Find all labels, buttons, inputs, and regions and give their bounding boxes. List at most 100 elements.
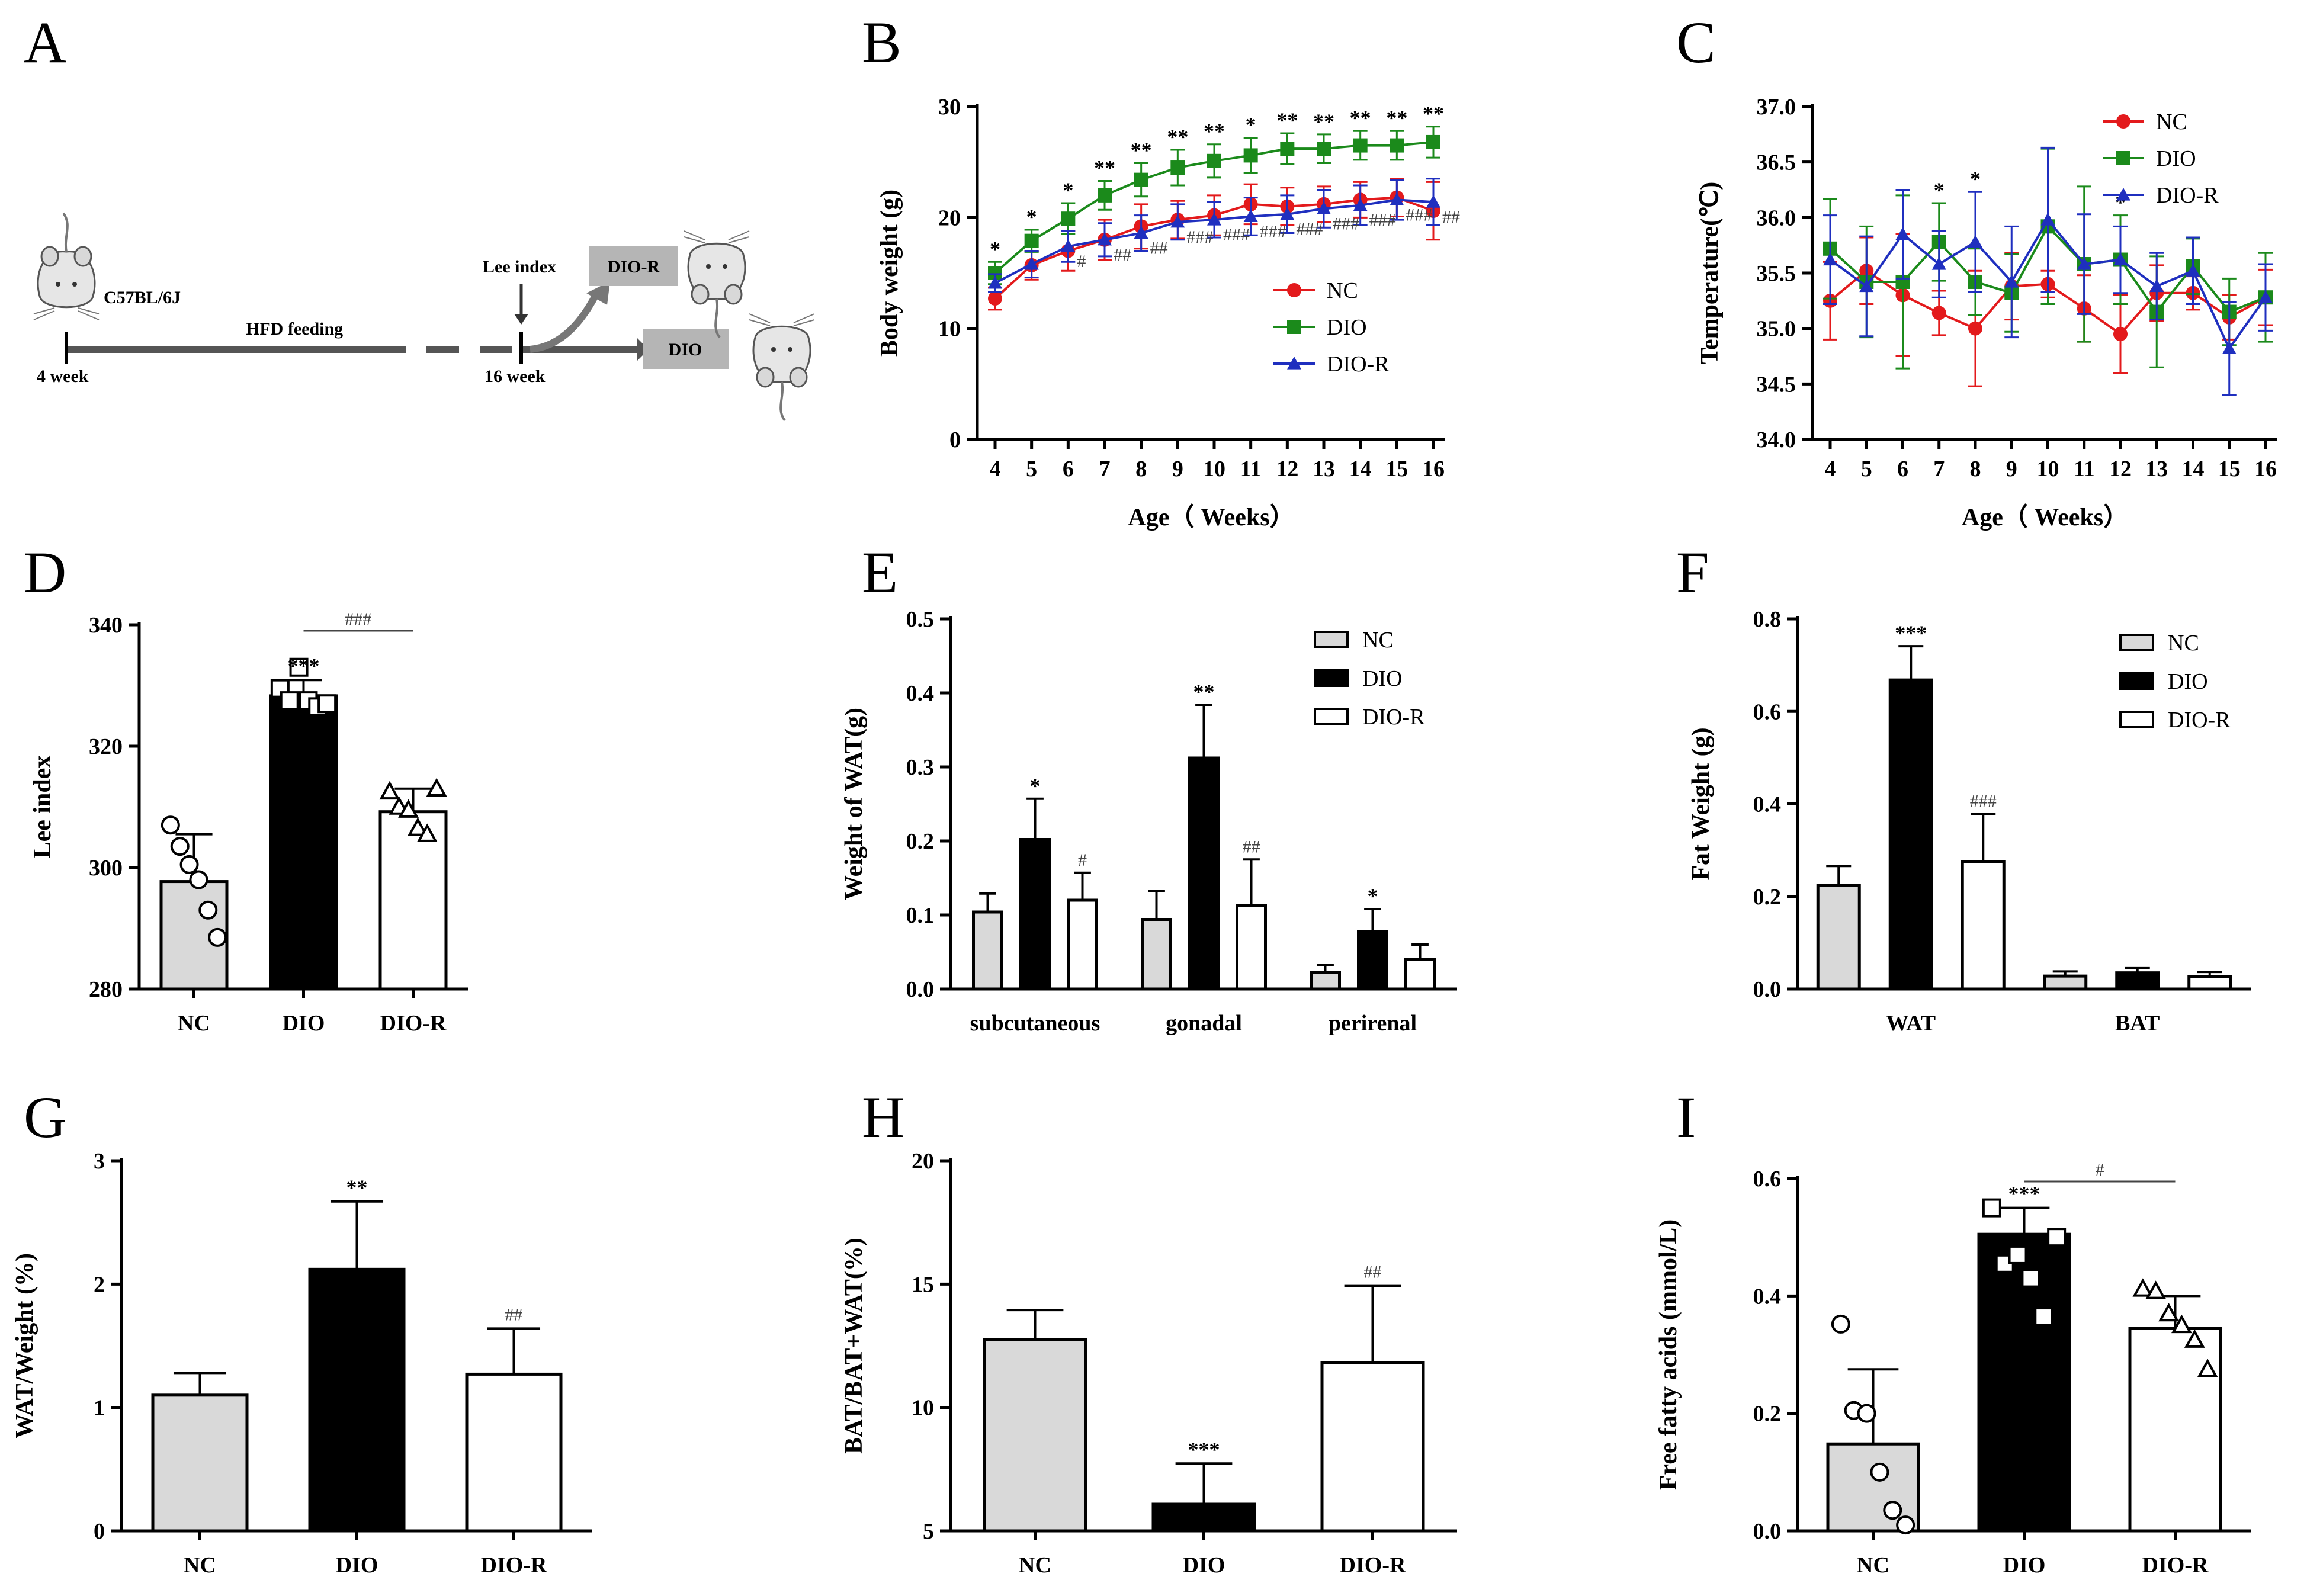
end-week-label: 16 week: [484, 367, 546, 386]
x-tick-label: 13: [2145, 457, 2168, 481]
y-tick-label: 20: [912, 1149, 934, 1174]
significance-hash: #: [2096, 1160, 2104, 1180]
x-tick-label: 8: [1970, 457, 1981, 481]
bar: [1067, 898, 1098, 991]
y-axis-title: Fat Weight (g): [1687, 727, 1715, 880]
significance-hash: #: [1077, 252, 1086, 271]
x-tick-label: 6: [1063, 457, 1074, 481]
x-tick-label: 7: [1099, 457, 1111, 481]
legend-marker: [2116, 114, 2130, 129]
significance-star: **: [1204, 120, 1225, 143]
data-point: [1243, 209, 1258, 223]
legend-marker: [1287, 320, 1301, 334]
y-tick-label: 0.1: [906, 903, 935, 928]
data-point: [280, 691, 299, 711]
series-dio-r: [1823, 146, 2273, 396]
bar: [1888, 678, 1933, 991]
y-tick-label: 0.6: [1753, 699, 1782, 724]
chart-e: 0.0 0.1 0.2 0.3 0.4 0.5 Weight of WAT(g) subcut…: [840, 607, 1457, 1036]
dio-box: [643, 329, 729, 369]
legend-swatch: [2119, 711, 2154, 728]
y-tick-label: 0.2: [906, 829, 935, 854]
y-tick-label: 36.5: [1757, 150, 1796, 175]
data-point: [1931, 306, 1946, 320]
x-tick-label: 16: [2254, 457, 2277, 481]
data-point: [2132, 1278, 2154, 1297]
x-tick-label: 15: [1385, 457, 1408, 481]
bar: [2128, 1327, 2222, 1533]
data-point: [1098, 188, 1112, 203]
legend-label: NC: [1327, 278, 1358, 303]
significance-hash: ###: [1223, 225, 1250, 245]
y-axis-title: WAT/Weight (%): [11, 1253, 38, 1438]
data-point: [408, 817, 428, 836]
x-tick-label: 4: [990, 457, 1001, 481]
significance-star: *: [990, 237, 1000, 261]
data-point: [289, 657, 309, 677]
y-tick-label: 34.0: [1757, 428, 1796, 452]
x-tick-label: 16: [1422, 457, 1445, 481]
data-point: [426, 778, 447, 797]
significance-hash: ###: [345, 609, 372, 629]
data-point: [189, 870, 208, 889]
bar: [465, 1372, 563, 1533]
y-tick-label: 0.4: [1753, 1284, 1782, 1309]
y-tick-label: 15: [912, 1272, 934, 1297]
strain-label: C57BL/6J: [104, 288, 181, 307]
x-tick-label: 9: [1172, 457, 1183, 481]
significance-hash: ##: [1150, 239, 1168, 258]
legend-marker: [1287, 283, 1301, 297]
bar: [1019, 838, 1051, 991]
legend-swatch: [2119, 634, 2154, 651]
y-tick-label: 0.2: [1753, 1402, 1782, 1427]
data-point: [379, 781, 400, 800]
bar: [1977, 1232, 2071, 1533]
data-point: [2047, 1228, 2067, 1247]
y-tick-label: 0.8: [1753, 607, 1782, 632]
data-point: [2149, 279, 2164, 293]
bar: [1141, 918, 1172, 991]
legend-swatch: [1314, 631, 1349, 648]
significance-hash: ###: [1260, 221, 1286, 241]
x-tick-label: NC: [1019, 1553, 1051, 1578]
y-tick-label: 0: [949, 428, 961, 452]
x-axis-title: Age（ Weeks）: [1962, 503, 2128, 531]
panel-label-a: A: [24, 9, 66, 75]
series-dio-r: [988, 178, 1440, 293]
data-point: [161, 815, 180, 835]
x-tick-label: 6: [1897, 457, 1908, 481]
panel-label-h: H: [862, 1084, 904, 1150]
significance-star: **: [1350, 106, 1371, 130]
x-tick-label: 12: [1276, 457, 1298, 481]
series-dio: [988, 126, 1440, 285]
significance-star: **: [346, 1176, 368, 1199]
data-point: [2021, 1269, 2040, 1288]
significance-star: **: [1131, 139, 1152, 162]
significance-star: *: [1368, 884, 1378, 908]
data-point: [1895, 227, 1910, 240]
significance-star: *: [1246, 113, 1256, 136]
y-tick-label: 0.0: [1753, 977, 1782, 1002]
x-tick-label: 5: [1026, 457, 1037, 481]
x-tick-label: 14: [1349, 457, 1372, 481]
significance-hash: #: [1078, 850, 1087, 870]
bar: [2043, 974, 2088, 991]
legend-label: DIO: [1362, 666, 1403, 691]
data-point: [1968, 321, 1982, 336]
y-tick-label: 10: [912, 1396, 934, 1421]
legend-label: NC: [1362, 628, 1394, 653]
data-point: [1098, 232, 1112, 246]
x-tick-label: 12: [2109, 457, 2132, 481]
dio-r-box: [589, 246, 678, 286]
branch-arrowhead: [586, 281, 610, 305]
x-tick-label: 8: [1135, 457, 1147, 481]
data-point: [1317, 201, 1331, 214]
data-point: [1857, 1404, 1876, 1423]
y-tick-label: 34.5: [1757, 372, 1796, 397]
y-tick-label: 0.6: [1753, 1167, 1782, 1192]
x-tick-label: 7: [1933, 457, 1945, 481]
y-tick-label: 36.0: [1757, 205, 1796, 230]
data-point: [1883, 1501, 1902, 1520]
legend-marker: [1287, 357, 1301, 370]
